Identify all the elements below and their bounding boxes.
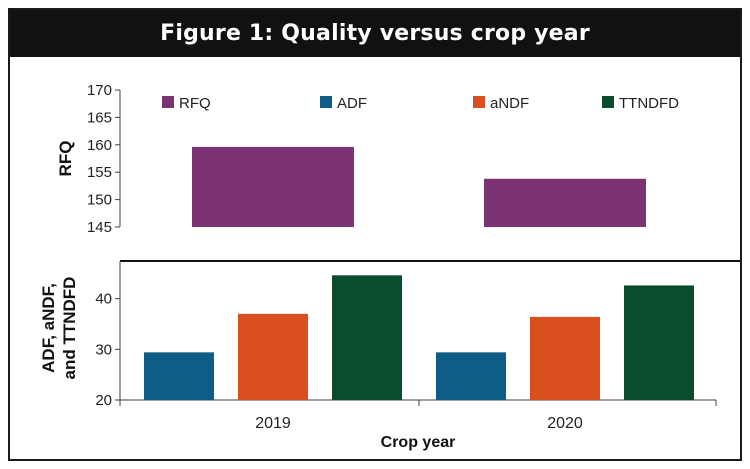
bottom-y-tick-label: 40 [95,291,112,308]
top-y-tick-label: 170 [87,82,112,99]
bar-rfq-2019 [192,146,354,227]
bottom-y-axis-label-line: and TTNDFD [60,277,79,380]
legend-label-ttndfd: TTNDFD [619,95,679,112]
title-bar: Figure 1: Quality versus crop year [10,10,740,57]
top-y-tick-label: 155 [87,164,112,181]
bottom-y-axis-label-line: ADF, aNDF, [39,283,58,373]
legend-swatch-ttndfd [602,96,614,108]
bottom-y-tick-label: 20 [95,392,112,409]
chart-title: Figure 1: Quality versus crop year [160,21,590,46]
legend-label-adf: ADF [337,95,367,112]
x-tick-label-2019: 2019 [255,415,291,432]
bar-adf-2019 [144,352,214,400]
legend-label-andf: aNDF [490,95,529,112]
figure-frame: Figure 1: Quality versus crop year 145 15… [8,8,742,461]
top-y-tick-label: 145 [87,219,112,236]
bar-adf-2020 [436,352,506,400]
chart-svg: 145 150 155 160 165 170 RFQ RFQ ADF aNDF TTNDFD 20 3… [39,82,740,451]
legend-swatch-rfq [162,96,174,108]
bar-rfq-2020 [484,178,646,227]
top-y-axis-label: RFQ [56,141,75,177]
legend-label-rfq: RFQ [179,95,211,112]
legend-swatch-andf [473,96,485,108]
x-axis-label: Crop year [381,434,456,451]
legend-swatch-adf [320,96,332,108]
x-tick-label-2020: 2020 [547,415,583,432]
bar-andf-2020 [530,316,600,400]
bottom-y-axis-label: ADF, aNDF, and TTNDFD [39,277,79,380]
bar-andf-2019 [238,313,308,400]
top-y-tick-label: 165 [87,109,112,126]
top-y-tick-label: 160 [87,137,112,154]
bottom-y-tick-label: 30 [95,341,112,358]
bar-ttndfd-2019 [332,275,402,400]
bar-ttndfd-2020 [624,285,694,400]
top-y-tick-label: 150 [87,192,112,209]
